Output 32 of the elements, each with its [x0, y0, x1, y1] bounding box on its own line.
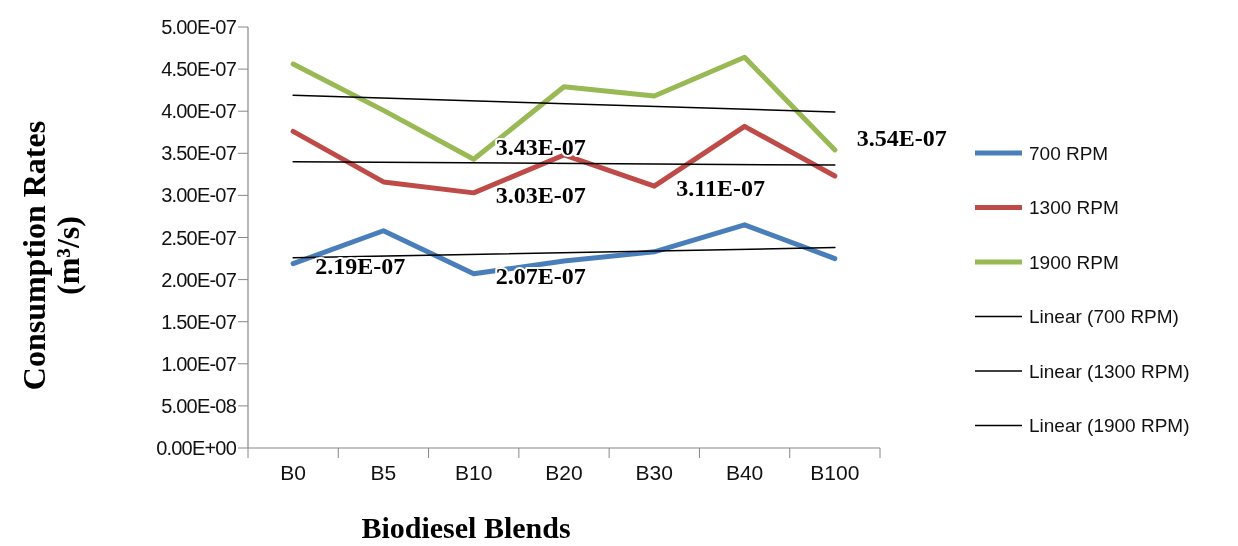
y-tick-label: 2.50E-07 [161, 226, 237, 249]
legend-label: 1300 RPM [1029, 197, 1119, 218]
y-tick-label: 3.00E-07 [161, 184, 237, 207]
data-label: 2.07E-07 [495, 262, 586, 289]
y-tick-label: 1.50E-07 [161, 310, 237, 333]
data-label: 3.54E-07 [856, 124, 947, 151]
y-tick-label: 2.00E-07 [161, 268, 237, 291]
y-tick-label: 1.00E-07 [161, 352, 237, 375]
legend-label: Linear (1300 RPM) [1029, 360, 1190, 382]
y-tick-label: 4.00E-07 [161, 100, 237, 123]
y-tick-label: 4.50E-07 [161, 58, 237, 81]
data-label: 2.19E-07 [315, 252, 406, 279]
x-axis-title: Biodiesel Blends [361, 511, 571, 544]
y-axis-title: Consumption Rates (m³/s) [16, 120, 86, 391]
data-label: 3.43E-07 [495, 134, 586, 161]
x-tick-label: B10 [455, 461, 493, 484]
x-tick-label: B0 [280, 461, 306, 484]
legend-label: Linear (1900 RPM) [1029, 415, 1190, 436]
x-tick-label: B30 [635, 461, 673, 484]
y-tick-label: 0.00E+00 [156, 437, 237, 459]
x-tick-label: B100 [810, 461, 860, 484]
legend-label: 1900 RPM [1029, 251, 1119, 273]
legend-label: Linear (700 RPM) [1029, 306, 1179, 327]
y-tick-label: 5.00E-07 [161, 16, 237, 38]
y-tick-label: 3.50E-07 [161, 142, 237, 165]
x-tick-label: B40 [725, 461, 764, 484]
data-label: 3.11E-07 [676, 175, 765, 202]
data-label: 3.03E-07 [495, 181, 586, 208]
y-tick-label: 5.00E-08 [161, 394, 237, 417]
legend-label: 700 RPM [1029, 142, 1109, 164]
x-tick-label: B5 [370, 461, 397, 484]
x-tick-label: B20 [545, 461, 583, 484]
